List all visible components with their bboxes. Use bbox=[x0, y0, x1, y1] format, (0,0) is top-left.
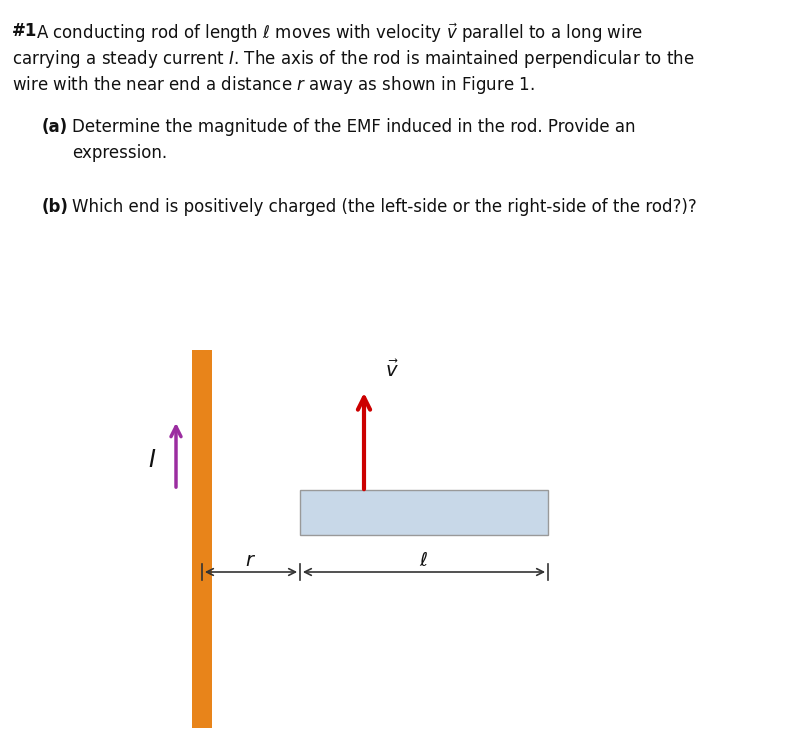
Text: $\vec{v}$: $\vec{v}$ bbox=[385, 359, 399, 381]
Text: $I$: $I$ bbox=[148, 448, 156, 472]
Text: wire with the near end a distance $r$ away as shown in Figure 1.: wire with the near end a distance $r$ aw… bbox=[12, 74, 535, 96]
Text: Determine the magnitude of the EMF induced in the rod. Provide an: Determine the magnitude of the EMF induc… bbox=[72, 118, 636, 136]
Text: $r$: $r$ bbox=[245, 551, 257, 570]
Text: A conducting rod of length $\ell$ moves with velocity $\vec{v}$ parallel to a lo: A conducting rod of length $\ell$ moves … bbox=[36, 22, 643, 45]
Text: #1: #1 bbox=[12, 22, 37, 40]
Text: expression.: expression. bbox=[72, 144, 167, 162]
Text: (a): (a) bbox=[42, 118, 68, 136]
Bar bbox=[300, 490, 548, 535]
Bar bbox=[192, 350, 212, 728]
Text: $\ell$: $\ell$ bbox=[420, 551, 428, 570]
Text: Which end is positively charged (the left-side or the right-side of the rod?)?: Which end is positively charged (the lef… bbox=[72, 198, 697, 216]
Text: carrying a steady current $I$. The axis of the rod is maintained perpendicular t: carrying a steady current $I$. The axis … bbox=[12, 48, 695, 70]
Text: (b): (b) bbox=[42, 198, 69, 216]
